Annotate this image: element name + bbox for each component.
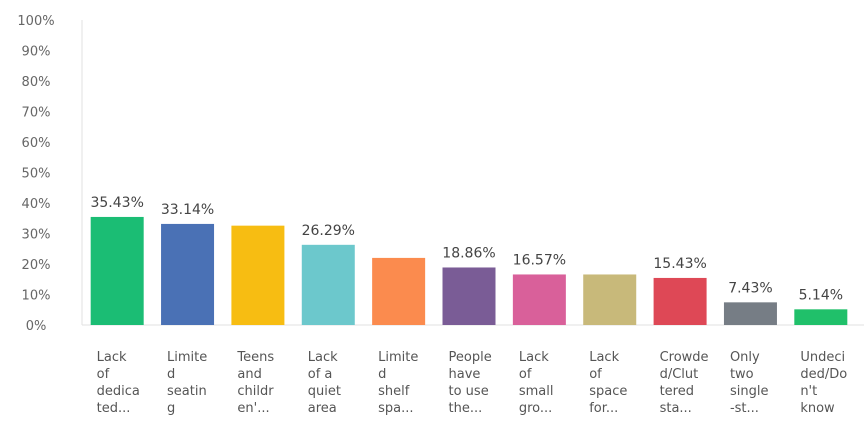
category-label-line: childr	[237, 384, 274, 399]
category-label-line: Only	[730, 350, 760, 365]
category-label-line: and	[237, 367, 261, 382]
category-label-line: seatin	[167, 384, 207, 399]
category-label-line: ted...	[97, 401, 131, 416]
data-label: 33.14%	[161, 202, 214, 218]
category-label-line: spa...	[378, 401, 413, 416]
category-label-line: know	[800, 401, 835, 416]
category-label-line: ded/Do	[800, 367, 847, 382]
category-label: Teens and childr en'...	[236, 350, 274, 416]
bar	[794, 309, 848, 325]
category-label-line: single	[730, 384, 769, 399]
y-tick-label: 80%	[22, 75, 51, 90]
category-label-line: Undeci	[800, 350, 845, 365]
category-label-line: Lack	[519, 350, 549, 365]
data-label: 15.43%	[653, 256, 706, 272]
y-tick-label: 60%	[22, 136, 51, 151]
category-label: Only two single -st...	[730, 350, 769, 416]
category-label-line: of	[97, 367, 110, 382]
category-label-line: g	[167, 401, 175, 416]
data-label: 35.43%	[90, 195, 143, 211]
y-tick-label: 30%	[22, 228, 51, 243]
category-label-line: -st...	[730, 401, 759, 416]
bar	[723, 302, 777, 325]
bar	[231, 225, 285, 325]
category-label-line: Teens	[236, 350, 274, 365]
bar	[653, 277, 707, 325]
category-label-line: for...	[589, 401, 618, 416]
category-label-line: area	[308, 401, 337, 416]
data-label: 5.14%	[799, 287, 843, 303]
category-label-line: have	[449, 367, 481, 382]
bars-group	[90, 216, 848, 325]
category-label-line: n't	[800, 384, 817, 399]
y-tick-label: 100%	[17, 14, 54, 29]
category-label-line: of	[519, 367, 532, 382]
category-label-line: sta...	[660, 401, 692, 416]
category-label-line: d	[167, 367, 175, 382]
category-label: Undeci ded/Do n't know	[800, 350, 847, 416]
category-label-line: gro...	[519, 401, 552, 416]
category-label-line: quiet	[308, 384, 341, 399]
y-tick-label: 40%	[22, 197, 51, 212]
data-label: 16.57%	[513, 252, 566, 268]
bar	[442, 267, 496, 325]
data-label: 26.29%	[302, 223, 355, 239]
category-label-line: Limite	[378, 350, 418, 365]
category-label-line: Lack	[589, 350, 619, 365]
y-tick-label: 70%	[22, 106, 51, 121]
category-label: Limite d shelf spa...	[378, 350, 418, 416]
bar	[512, 274, 566, 325]
category-labels-group: Lack of dedica ted... Limite d seatin g Teens and…	[97, 350, 848, 416]
bar	[90, 216, 144, 325]
y-tick-label: 10%	[22, 289, 51, 304]
bar	[372, 257, 426, 325]
category-label-line: tered	[660, 384, 694, 399]
category-label-line: of a	[308, 367, 333, 382]
category-label: Lack of dedica ted...	[97, 350, 140, 416]
category-label-line: space	[589, 384, 627, 399]
category-label-line: People	[449, 350, 492, 365]
category-label-line: shelf	[378, 384, 410, 399]
category-label-line: small	[519, 384, 554, 399]
category-label-line: Limite	[167, 350, 207, 365]
category-label: Lack of space for...	[589, 350, 627, 416]
category-label-line: to use	[449, 384, 489, 399]
category-label-line: two	[730, 367, 754, 382]
bar	[161, 223, 215, 325]
y-tick-label: 50%	[22, 167, 51, 182]
category-label-line: of	[589, 367, 602, 382]
y-tick-label: 90%	[22, 45, 51, 60]
category-label: Crowde d/Clut tered sta...	[660, 350, 709, 416]
category-label: People have to use the...	[449, 350, 492, 416]
category-label: Lack of a quiet area	[308, 350, 341, 416]
category-label-line: en'...	[237, 401, 269, 416]
bar	[301, 244, 355, 325]
category-label-line: the...	[449, 401, 483, 416]
data-label: 7.43%	[728, 280, 772, 296]
category-label-line: d	[378, 367, 386, 382]
category-label-line: Crowde	[660, 350, 709, 365]
category-label-line: Lack	[97, 350, 127, 365]
y-tick-label: 0%	[26, 319, 47, 334]
category-label-line: Lack	[308, 350, 338, 365]
category-label: Lack of small gro...	[519, 350, 554, 416]
data-labels-group: 35.43% 33.14% 26.29% 18.86% 16.57% 15.43% 7.43…	[90, 195, 843, 303]
category-label-line: dedica	[97, 384, 140, 399]
category-label-line: d/Clut	[660, 367, 699, 382]
category-label: Limite d seatin g	[167, 350, 207, 416]
bar	[583, 274, 637, 325]
y-tick-label: 20%	[22, 258, 51, 273]
data-label: 18.86%	[442, 245, 495, 261]
